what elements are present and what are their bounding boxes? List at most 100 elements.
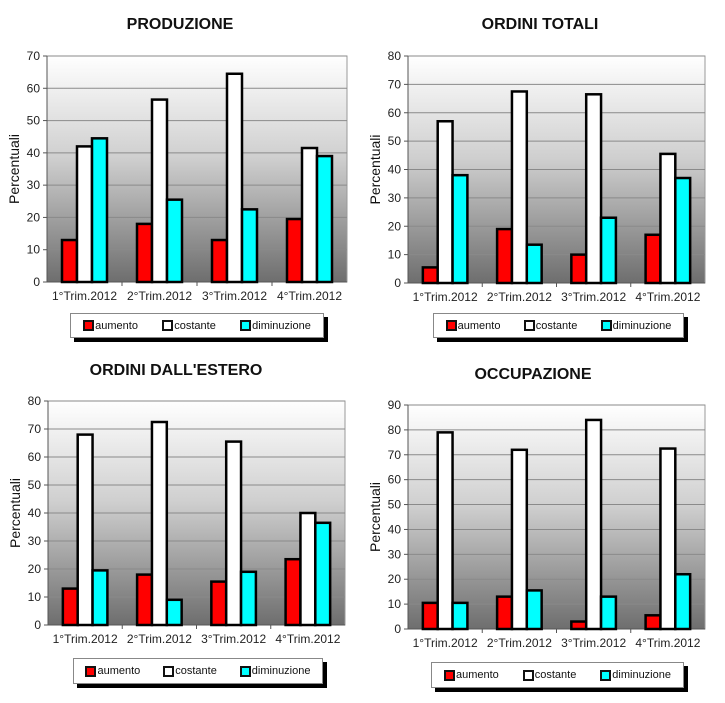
bar-aumento: [135, 222, 154, 284]
legend-item-aumento: aumento: [443, 669, 499, 681]
bar-diminuzione: [599, 595, 618, 631]
bar-costante: [299, 511, 317, 627]
legend-label: diminuzione: [252, 319, 311, 332]
y-tick-label: 20: [388, 219, 402, 233]
bar-costante: [584, 418, 603, 631]
legend-swatch-costante: [162, 320, 174, 331]
legend-label: diminuzione: [612, 319, 672, 332]
bar-diminuzione: [90, 137, 109, 284]
x-category-label: 4°Trim.2012: [635, 636, 700, 650]
chart-title: OCCUPAZIONE: [474, 366, 592, 383]
bar-aumento: [285, 217, 304, 284]
bar-aumento: [644, 614, 662, 631]
bar-costante: [659, 447, 677, 631]
y-tick-label: 20: [27, 210, 41, 224]
y-axis-label: Percentuali: [6, 134, 22, 204]
legend-item-aumento: aumento: [445, 319, 501, 332]
y-tick-label: 60: [27, 81, 41, 95]
y-tick-label: 10: [388, 248, 402, 262]
legend-label: aumento: [95, 319, 138, 332]
bar-diminuzione: [674, 176, 692, 285]
chart-legend: aumento costante diminuzione: [433, 313, 684, 338]
x-category-label: 1°Trim.2012: [53, 632, 118, 646]
legend-item-diminuzione: diminuzione: [600, 319, 672, 332]
legend-item-costante: costante: [163, 665, 217, 677]
chart-produzione: PRODUZIONE 0 10 20 30 40 50 60 70 Percentuali 1°T…: [0, 0, 362, 350]
bar-aumento: [421, 266, 439, 285]
legend-item-aumento: aumento: [83, 320, 138, 332]
chart-title: ORDINI DALL'ESTERO: [89, 362, 263, 379]
bar-diminuzione: [314, 521, 332, 627]
bar-costante: [436, 431, 454, 631]
bar-chart-plot: 0 10 20 30 40 50 60 70 80 Percentuali 1°Trim.2012 2…: [367, 49, 706, 304]
bar-aumento: [135, 573, 154, 627]
y-tick-label: 0: [33, 275, 40, 289]
y-tick-label: 80: [388, 423, 402, 437]
y-tick-label: 90: [388, 398, 402, 412]
y-tick-label: 50: [388, 498, 402, 512]
y-tick-label: 50: [388, 134, 402, 148]
bar-diminuzione: [165, 598, 183, 627]
legend-item-costante: costante: [523, 319, 578, 332]
legend-swatch-aumento: [445, 320, 457, 331]
bar-diminuzione: [525, 589, 543, 631]
bar-costante: [300, 146, 319, 284]
x-category-label: 3°Trim.2012: [201, 632, 266, 646]
bar-aumento: [210, 580, 228, 627]
y-tick-label: 40: [388, 522, 402, 536]
bar-diminuzione: [451, 601, 469, 631]
x-category-label: 3°Trim.2012: [561, 636, 626, 650]
y-axis-label: Percentuali: [7, 478, 23, 548]
bar-costante: [510, 448, 529, 631]
bar-diminuzione: [315, 154, 334, 284]
chart-ordini-estero: ORDINI DALL'ESTERO 0 10 20 30 40 50 60 70 80 Perc…: [0, 362, 362, 703]
legend-swatch-diminuzione: [239, 665, 251, 677]
bar-diminuzione: [599, 216, 618, 285]
y-tick-label: 10: [27, 243, 41, 257]
bar-diminuzione: [240, 208, 259, 284]
legend-label: costante: [535, 319, 578, 332]
legend-label: aumento: [457, 319, 501, 332]
legend-swatch-aumento: [85, 665, 97, 677]
y-tick-label: 0: [394, 276, 401, 290]
y-tick-label: 30: [388, 191, 402, 205]
bar-costante: [436, 120, 454, 285]
y-axis-label: Percentuali: [367, 482, 383, 552]
legend-item-costante: costante: [162, 320, 216, 332]
bar-costante: [659, 152, 677, 285]
legend-swatch-diminuzione: [600, 320, 612, 331]
y-tick-label: 50: [28, 478, 42, 492]
legend-label: aumento: [97, 665, 141, 677]
y-tick-label: 70: [28, 422, 42, 436]
y-tick-label: 30: [27, 178, 41, 192]
legend-label: costante: [534, 669, 577, 681]
x-category-label: 3°Trim.2012: [202, 289, 267, 303]
bar-aumento: [570, 620, 588, 631]
bar-aumento: [284, 557, 302, 627]
chart-occupazione: OCCUPAZIONE 0 10 20 30 40 50 60 70 80 90 Percentua…: [360, 366, 725, 703]
bar-diminuzione: [239, 570, 258, 627]
legend-swatch-diminuzione: [240, 320, 252, 331]
bar-diminuzione: [451, 173, 469, 285]
y-tick-label: 40: [28, 506, 42, 520]
bar-aumento: [61, 587, 79, 627]
legend-label: diminuzione: [612, 669, 671, 681]
x-category-label: 4°Trim.2012: [635, 290, 700, 304]
bar-diminuzione: [525, 243, 543, 285]
y-tick-label: 0: [34, 618, 41, 632]
legend-swatch-aumento: [83, 320, 95, 331]
x-category-label: 2°Trim.2012: [127, 632, 192, 646]
y-tick-label: 70: [388, 77, 402, 91]
legend-item-aumento: aumento: [85, 665, 140, 677]
y-tick-label: 10: [388, 597, 402, 611]
y-tick-label: 40: [27, 146, 41, 160]
y-tick-label: 50: [27, 114, 41, 128]
chart-title: ORDINI TOTALI: [481, 16, 599, 33]
legend-swatch-aumento: [443, 669, 455, 681]
y-tick-label: 0: [394, 622, 401, 636]
bar-chart-plot: 0 10 20 30 40 50 60 70 Percentuali 1°Trim.2012 2°T…: [6, 49, 348, 303]
legend-label: costante: [175, 665, 217, 677]
x-category-label: 4°Trim.2012: [277, 289, 342, 303]
y-tick-label: 30: [388, 547, 402, 561]
chart-ordini-totali: ORDINI TOTALI 0 10 20 30 40 50 60 70 80 Percentua…: [360, 0, 725, 350]
